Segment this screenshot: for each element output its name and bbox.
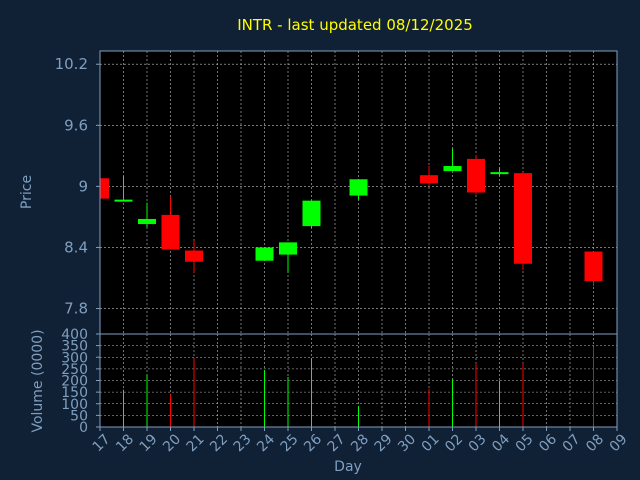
price-tick-label: 9	[78, 177, 88, 195]
volume-tick-label: 50	[70, 408, 88, 424]
candle-body	[279, 242, 297, 255]
candle-body	[161, 214, 180, 250]
volume-tick-label: 100	[61, 397, 88, 413]
price-candles	[99, 148, 603, 287]
price-axis-label: Price	[19, 175, 35, 209]
day-axis-label: Day	[334, 459, 362, 475]
candle-body	[490, 172, 509, 175]
candle-body	[349, 179, 368, 196]
price-tick-label: 10.2	[55, 55, 88, 73]
candle-body	[100, 178, 109, 199]
candle-body	[302, 200, 321, 227]
price-tick-label: 9.6	[64, 116, 88, 134]
candle-body	[420, 175, 438, 184]
candle-body	[138, 218, 156, 225]
price-tick-label: 8.4	[64, 238, 88, 256]
volume-bars	[123, 346, 594, 427]
candle-body	[467, 158, 485, 193]
volume-tick-label: 150	[61, 385, 88, 401]
candle-body	[255, 247, 274, 261]
volume-tick-label: 300	[61, 350, 88, 366]
volume-axis-label: Volume (0000)	[30, 329, 46, 432]
candle-body	[114, 199, 133, 202]
candle-body	[443, 166, 462, 172]
volume-tick-label: 200	[61, 374, 88, 390]
chart-title: INTR - last updated 08/12/2025	[237, 16, 473, 34]
volume-tick-label: 400	[61, 327, 88, 343]
volume-tick-label: 0	[79, 420, 88, 436]
volume-tick-label: 350	[61, 339, 88, 355]
price-axis-ticks: 7.8 8.4 9 9.6 10.2	[55, 55, 100, 318]
volume-tick-label: 250	[61, 362, 88, 378]
candle-body	[514, 173, 532, 264]
candle-body	[584, 251, 603, 282]
candle-body	[185, 250, 203, 262]
price-tick-label: 7.8	[64, 300, 88, 318]
